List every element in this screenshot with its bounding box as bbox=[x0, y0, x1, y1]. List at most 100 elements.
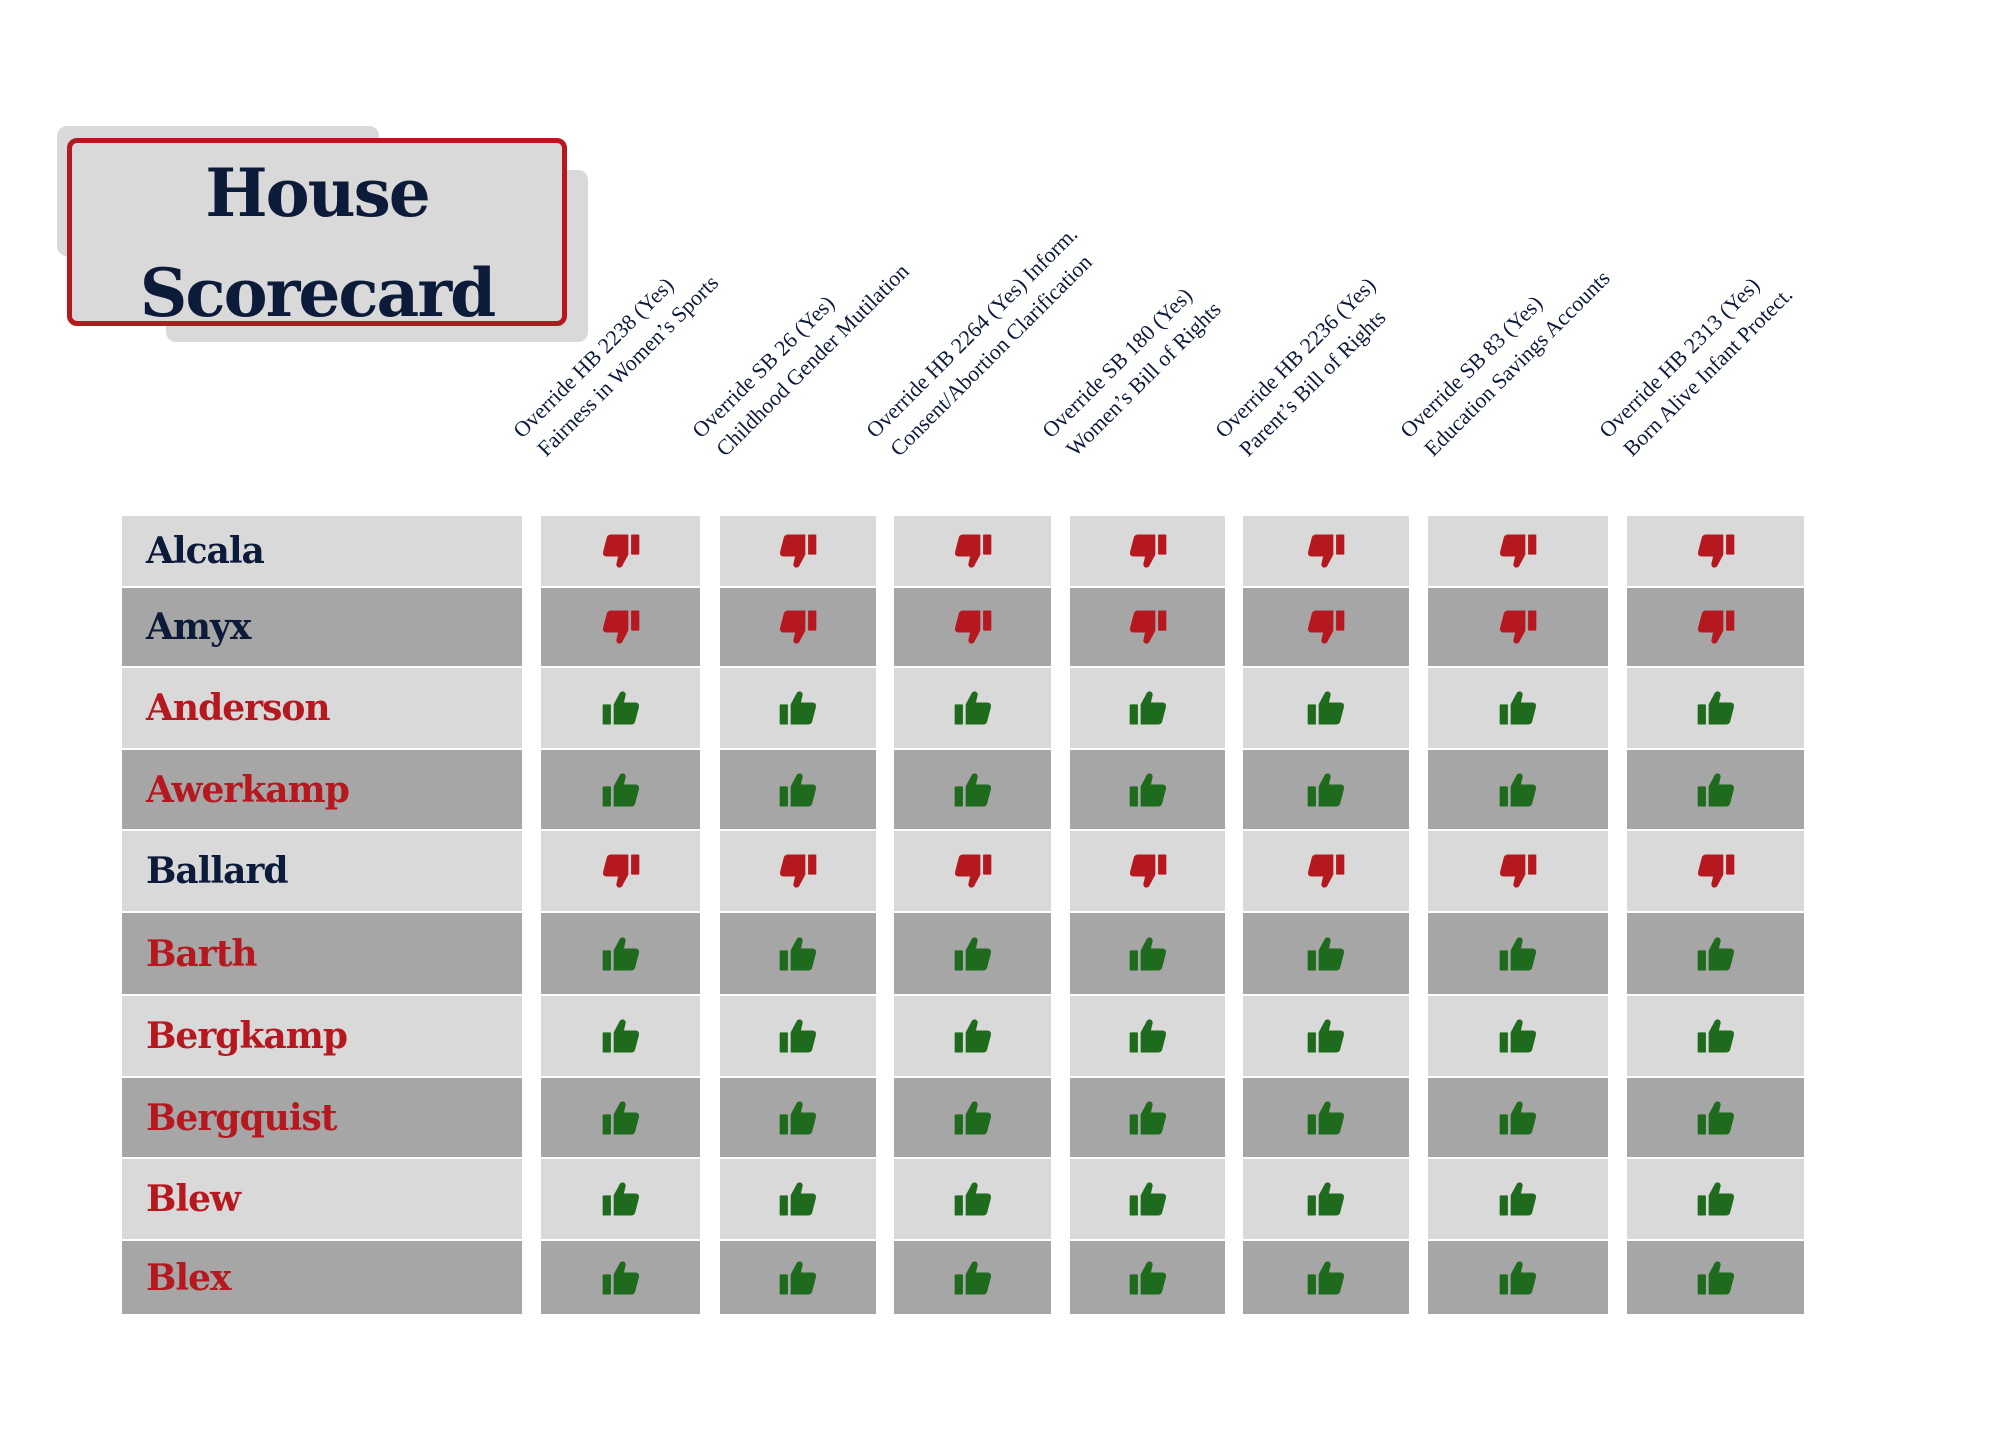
thumbs-up-icon bbox=[779, 772, 817, 806]
vote-cell bbox=[894, 1159, 1051, 1239]
thumbs-down-icon bbox=[954, 854, 991, 888]
thumbs-up-icon bbox=[1129, 772, 1166, 806]
thumbs-down-icon bbox=[1499, 854, 1537, 888]
vote-cell bbox=[541, 913, 700, 994]
vote-cell bbox=[894, 996, 1051, 1076]
thumbs-up-icon bbox=[954, 1019, 991, 1053]
vote-cell bbox=[541, 588, 700, 666]
thumbs-up-icon bbox=[602, 936, 639, 970]
thumbs-up-icon bbox=[1499, 936, 1537, 970]
vote-cell bbox=[1243, 588, 1409, 666]
thumbs-up-icon bbox=[779, 1100, 817, 1134]
thumbs-down-icon bbox=[602, 854, 639, 888]
vote-cell bbox=[541, 1159, 700, 1239]
thumbs-down-icon bbox=[1307, 854, 1345, 888]
thumbs-down-icon bbox=[779, 534, 817, 568]
vote-cell bbox=[1428, 750, 1608, 829]
thumbs-down-icon bbox=[602, 610, 639, 644]
vote-cell bbox=[1243, 913, 1409, 994]
thumbs-up-icon bbox=[1697, 1182, 1734, 1216]
vote-cell bbox=[1070, 831, 1225, 911]
vote-cell bbox=[1428, 996, 1608, 1076]
thumbs-up-icon bbox=[1499, 1260, 1537, 1294]
vote-cell bbox=[1428, 1078, 1608, 1157]
vote-cell bbox=[720, 588, 876, 666]
thumbs-up-icon bbox=[1307, 936, 1345, 970]
thumbs-up-icon bbox=[1129, 691, 1166, 725]
thumbs-up-icon bbox=[1129, 1260, 1166, 1294]
vote-cell bbox=[1428, 831, 1608, 911]
thumbs-up-icon bbox=[1307, 1100, 1345, 1134]
thumbs-down-icon bbox=[1129, 610, 1166, 644]
column-header: Override HB 2313 (Yes) Born Alive Infant … bbox=[1593, 259, 1800, 466]
thumbs-up-icon bbox=[1499, 1100, 1537, 1134]
thumbs-up-icon bbox=[1697, 691, 1734, 725]
vote-cell bbox=[1243, 831, 1409, 911]
thumbs-up-icon bbox=[1697, 1019, 1734, 1053]
column-header: Override HB 2236 (Yes) Parent’s Bill of R… bbox=[1209, 271, 1404, 466]
thumbs-up-icon bbox=[1307, 691, 1345, 725]
vote-cell bbox=[1428, 1241, 1608, 1314]
thumbs-down-icon bbox=[954, 610, 991, 644]
thumbs-up-icon bbox=[1697, 772, 1734, 806]
thumbs-up-icon bbox=[602, 1260, 639, 1294]
thumbs-up-icon bbox=[954, 1260, 991, 1294]
vote-cell bbox=[1070, 1159, 1225, 1239]
thumbs-down-icon bbox=[1499, 610, 1537, 644]
vote-cell bbox=[894, 588, 1051, 666]
thumbs-up-icon bbox=[1697, 936, 1734, 970]
thumbs-up-icon bbox=[602, 1019, 639, 1053]
vote-cell bbox=[894, 516, 1051, 586]
vote-cell bbox=[894, 1241, 1051, 1314]
page-title: House Scorecard bbox=[67, 138, 567, 332]
vote-cell bbox=[894, 1078, 1051, 1157]
vote-cell bbox=[1627, 516, 1804, 586]
thumbs-down-icon bbox=[779, 610, 817, 644]
thumbs-up-icon bbox=[779, 1019, 817, 1053]
vote-cell bbox=[720, 1241, 876, 1314]
vote-cell bbox=[1627, 1241, 1804, 1314]
column-header-bill: Override HB 2313 (Yes) bbox=[1593, 272, 1765, 443]
vote-cell bbox=[1070, 1241, 1225, 1314]
thumbs-down-icon bbox=[1697, 854, 1734, 888]
legislator-name: Ballard bbox=[122, 831, 522, 911]
vote-cell bbox=[1070, 913, 1225, 994]
thumbs-up-icon bbox=[779, 1182, 817, 1216]
column-header-bill: Override SB 26 (Yes) bbox=[686, 290, 840, 443]
vote-cell bbox=[1428, 668, 1608, 748]
vote-cell bbox=[1070, 516, 1225, 586]
legislator-name: Anderson bbox=[122, 668, 522, 748]
thumbs-down-icon bbox=[1129, 534, 1166, 568]
legislator-name: Awerkamp bbox=[122, 750, 522, 829]
legislator-name: Barth bbox=[122, 913, 522, 994]
thumbs-up-icon bbox=[1129, 936, 1166, 970]
vote-cell bbox=[1428, 588, 1608, 666]
thumbs-up-icon bbox=[954, 936, 991, 970]
legislator-name: Blex bbox=[122, 1241, 522, 1314]
vote-cell bbox=[1070, 1078, 1225, 1157]
legislator-name: Alcala bbox=[122, 516, 522, 586]
vote-cell bbox=[1627, 668, 1804, 748]
vote-cell bbox=[1243, 750, 1409, 829]
vote-cell bbox=[1070, 588, 1225, 666]
vote-cell bbox=[541, 996, 700, 1076]
thumbs-up-icon bbox=[779, 936, 817, 970]
thumbs-down-icon bbox=[954, 534, 991, 568]
vote-cell bbox=[720, 516, 876, 586]
vote-cell bbox=[1243, 1078, 1409, 1157]
thumbs-down-icon bbox=[602, 534, 639, 568]
legislator-name: Bergkamp bbox=[122, 996, 522, 1076]
vote-cell bbox=[720, 750, 876, 829]
thumbs-down-icon bbox=[1307, 534, 1345, 568]
vote-cell bbox=[894, 831, 1051, 911]
thumbs-down-icon bbox=[779, 854, 817, 888]
thumbs-up-icon bbox=[1307, 1260, 1345, 1294]
vote-cell bbox=[1243, 668, 1409, 748]
vote-cell bbox=[1243, 1159, 1409, 1239]
thumbs-up-icon bbox=[1307, 772, 1345, 806]
vote-cell bbox=[720, 913, 876, 994]
title-line-1: House bbox=[205, 154, 431, 232]
thumbs-up-icon bbox=[1129, 1019, 1166, 1053]
vote-cell bbox=[720, 1159, 876, 1239]
vote-cell bbox=[720, 831, 876, 911]
